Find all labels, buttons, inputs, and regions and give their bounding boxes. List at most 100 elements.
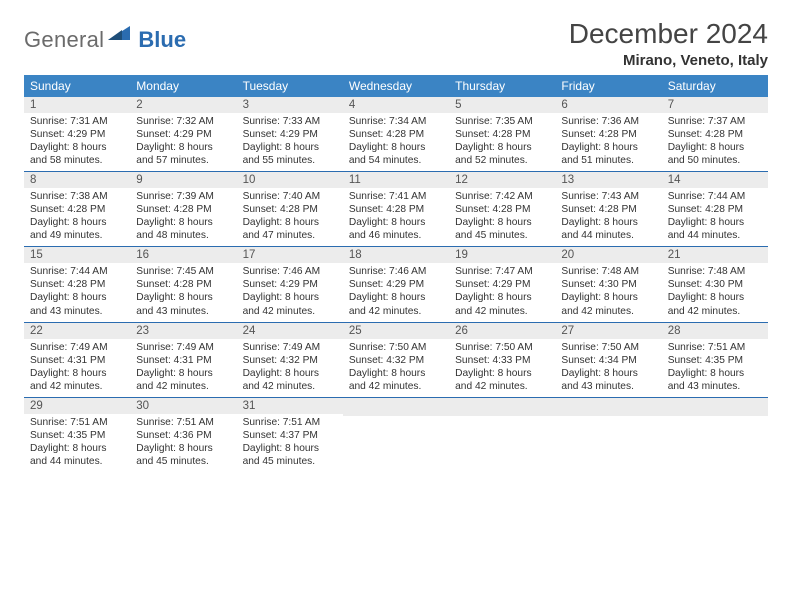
- weekday-header: Thursday: [449, 75, 555, 97]
- day-details: Sunrise: 7:44 AMSunset: 4:28 PMDaylight:…: [662, 188, 768, 242]
- day-cell: 24Sunrise: 7:49 AMSunset: 4:32 PMDayligh…: [237, 323, 343, 397]
- day-cell: 9Sunrise: 7:39 AMSunset: 4:28 PMDaylight…: [130, 172, 236, 246]
- day-number: 17: [237, 247, 343, 263]
- day-number: [449, 398, 555, 416]
- day-cell: 10Sunrise: 7:40 AMSunset: 4:28 PMDayligh…: [237, 172, 343, 246]
- day-cell: 30Sunrise: 7:51 AMSunset: 4:36 PMDayligh…: [130, 398, 236, 472]
- day-cell: 27Sunrise: 7:50 AMSunset: 4:34 PMDayligh…: [555, 323, 661, 397]
- day-cell: [662, 398, 768, 472]
- day-cell: 23Sunrise: 7:49 AMSunset: 4:31 PMDayligh…: [130, 323, 236, 397]
- logo: General Blue: [24, 24, 186, 55]
- logo-text-blue: Blue: [138, 27, 186, 53]
- day-details: Sunrise: 7:49 AMSunset: 4:31 PMDaylight:…: [130, 339, 236, 393]
- day-details: Sunrise: 7:47 AMSunset: 4:29 PMDaylight:…: [449, 263, 555, 317]
- day-number: 11: [343, 172, 449, 188]
- day-details: Sunrise: 7:40 AMSunset: 4:28 PMDaylight:…: [237, 188, 343, 242]
- day-cell: 12Sunrise: 7:42 AMSunset: 4:28 PMDayligh…: [449, 172, 555, 246]
- day-details: Sunrise: 7:51 AMSunset: 4:35 PMDaylight:…: [24, 414, 130, 468]
- day-cell: 6Sunrise: 7:36 AMSunset: 4:28 PMDaylight…: [555, 97, 661, 171]
- day-cell: 2Sunrise: 7:32 AMSunset: 4:29 PMDaylight…: [130, 97, 236, 171]
- weekday-header-row: SundayMondayTuesdayWednesdayThursdayFrid…: [24, 75, 768, 97]
- logo-text-general: General: [24, 27, 104, 53]
- header: General Blue December 2024 Mirano, Venet…: [24, 18, 768, 69]
- day-number: 8: [24, 172, 130, 188]
- day-details: Sunrise: 7:46 AMSunset: 4:29 PMDaylight:…: [237, 263, 343, 317]
- day-number: 1: [24, 97, 130, 113]
- day-cell: 3Sunrise: 7:33 AMSunset: 4:29 PMDaylight…: [237, 97, 343, 171]
- day-details: Sunrise: 7:39 AMSunset: 4:28 PMDaylight:…: [130, 188, 236, 242]
- day-details: Sunrise: 7:38 AMSunset: 4:28 PMDaylight:…: [24, 188, 130, 242]
- day-details: Sunrise: 7:50 AMSunset: 4:34 PMDaylight:…: [555, 339, 661, 393]
- weekday-header: Tuesday: [237, 75, 343, 97]
- weekday-header: Sunday: [24, 75, 130, 97]
- day-number: 24: [237, 323, 343, 339]
- day-number: 26: [449, 323, 555, 339]
- day-details: Sunrise: 7:35 AMSunset: 4:28 PMDaylight:…: [449, 113, 555, 167]
- weekday-header: Saturday: [662, 75, 768, 97]
- weekday-header: Monday: [130, 75, 236, 97]
- month-title: December 2024: [569, 18, 768, 50]
- day-number: 23: [130, 323, 236, 339]
- day-number: 13: [555, 172, 661, 188]
- day-number: 4: [343, 97, 449, 113]
- weeks-container: 1Sunrise: 7:31 AMSunset: 4:29 PMDaylight…: [24, 97, 768, 472]
- day-number: 6: [555, 97, 661, 113]
- day-cell: 21Sunrise: 7:48 AMSunset: 4:30 PMDayligh…: [662, 247, 768, 321]
- day-details: Sunrise: 7:31 AMSunset: 4:29 PMDaylight:…: [24, 113, 130, 167]
- week-row: 22Sunrise: 7:49 AMSunset: 4:31 PMDayligh…: [24, 323, 768, 398]
- weekday-header: Wednesday: [343, 75, 449, 97]
- day-number: 30: [130, 398, 236, 414]
- title-block: December 2024 Mirano, Veneto, Italy: [569, 18, 768, 69]
- day-details: Sunrise: 7:51 AMSunset: 4:36 PMDaylight:…: [130, 414, 236, 468]
- day-cell: 25Sunrise: 7:50 AMSunset: 4:32 PMDayligh…: [343, 323, 449, 397]
- day-number: 28: [662, 323, 768, 339]
- day-details: Sunrise: 7:45 AMSunset: 4:28 PMDaylight:…: [130, 263, 236, 317]
- day-number: 19: [449, 247, 555, 263]
- triangle-icon: [108, 24, 130, 45]
- day-number: 7: [662, 97, 768, 113]
- day-cell: [449, 398, 555, 472]
- day-details: Sunrise: 7:49 AMSunset: 4:31 PMDaylight:…: [24, 339, 130, 393]
- day-cell: 28Sunrise: 7:51 AMSunset: 4:35 PMDayligh…: [662, 323, 768, 397]
- day-details: Sunrise: 7:51 AMSunset: 4:37 PMDaylight:…: [237, 414, 343, 468]
- day-cell: 26Sunrise: 7:50 AMSunset: 4:33 PMDayligh…: [449, 323, 555, 397]
- day-details: Sunrise: 7:50 AMSunset: 4:32 PMDaylight:…: [343, 339, 449, 393]
- day-number: 25: [343, 323, 449, 339]
- weekday-header: Friday: [555, 75, 661, 97]
- day-number: 22: [24, 323, 130, 339]
- day-details: Sunrise: 7:32 AMSunset: 4:29 PMDaylight:…: [130, 113, 236, 167]
- calendar-page: General Blue December 2024 Mirano, Venet…: [0, 0, 792, 490]
- day-number: 18: [343, 247, 449, 263]
- day-cell: 29Sunrise: 7:51 AMSunset: 4:35 PMDayligh…: [24, 398, 130, 472]
- day-details: Sunrise: 7:50 AMSunset: 4:33 PMDaylight:…: [449, 339, 555, 393]
- day-cell: 20Sunrise: 7:48 AMSunset: 4:30 PMDayligh…: [555, 247, 661, 321]
- day-details: Sunrise: 7:37 AMSunset: 4:28 PMDaylight:…: [662, 113, 768, 167]
- day-details: Sunrise: 7:51 AMSunset: 4:35 PMDaylight:…: [662, 339, 768, 393]
- day-cell: 31Sunrise: 7:51 AMSunset: 4:37 PMDayligh…: [237, 398, 343, 472]
- week-row: 1Sunrise: 7:31 AMSunset: 4:29 PMDaylight…: [24, 97, 768, 172]
- day-cell: 16Sunrise: 7:45 AMSunset: 4:28 PMDayligh…: [130, 247, 236, 321]
- day-details: Sunrise: 7:48 AMSunset: 4:30 PMDaylight:…: [555, 263, 661, 317]
- day-number: 12: [449, 172, 555, 188]
- calendar-grid: SundayMondayTuesdayWednesdayThursdayFrid…: [24, 75, 768, 472]
- day-number: [662, 398, 768, 416]
- day-number: 2: [130, 97, 236, 113]
- day-cell: 5Sunrise: 7:35 AMSunset: 4:28 PMDaylight…: [449, 97, 555, 171]
- day-cell: 15Sunrise: 7:44 AMSunset: 4:28 PMDayligh…: [24, 247, 130, 321]
- day-cell: 17Sunrise: 7:46 AMSunset: 4:29 PMDayligh…: [237, 247, 343, 321]
- week-row: 8Sunrise: 7:38 AMSunset: 4:28 PMDaylight…: [24, 172, 768, 247]
- day-cell: [555, 398, 661, 472]
- day-number: 3: [237, 97, 343, 113]
- day-details: Sunrise: 7:48 AMSunset: 4:30 PMDaylight:…: [662, 263, 768, 317]
- day-details: Sunrise: 7:42 AMSunset: 4:28 PMDaylight:…: [449, 188, 555, 242]
- location-text: Mirano, Veneto, Italy: [569, 52, 768, 69]
- day-number: 14: [662, 172, 768, 188]
- day-number: [555, 398, 661, 416]
- day-number: 31: [237, 398, 343, 414]
- day-details: Sunrise: 7:49 AMSunset: 4:32 PMDaylight:…: [237, 339, 343, 393]
- day-details: Sunrise: 7:41 AMSunset: 4:28 PMDaylight:…: [343, 188, 449, 242]
- day-number: 20: [555, 247, 661, 263]
- day-number: 21: [662, 247, 768, 263]
- day-cell: 1Sunrise: 7:31 AMSunset: 4:29 PMDaylight…: [24, 97, 130, 171]
- day-number: 5: [449, 97, 555, 113]
